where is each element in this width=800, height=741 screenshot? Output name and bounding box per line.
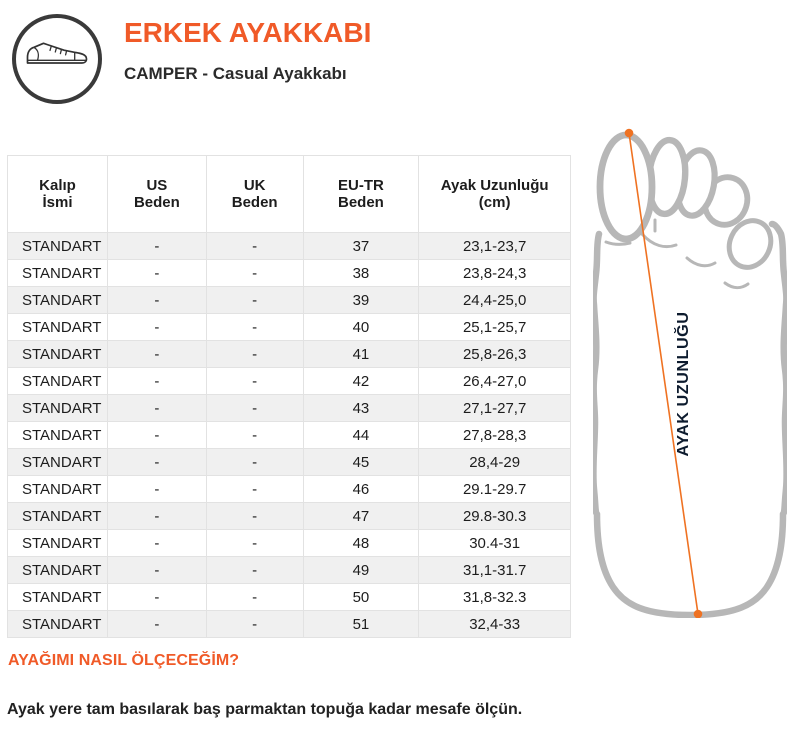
- svg-text:AYAK UZUNLUĞU: AYAK UZUNLUĞU: [673, 312, 692, 457]
